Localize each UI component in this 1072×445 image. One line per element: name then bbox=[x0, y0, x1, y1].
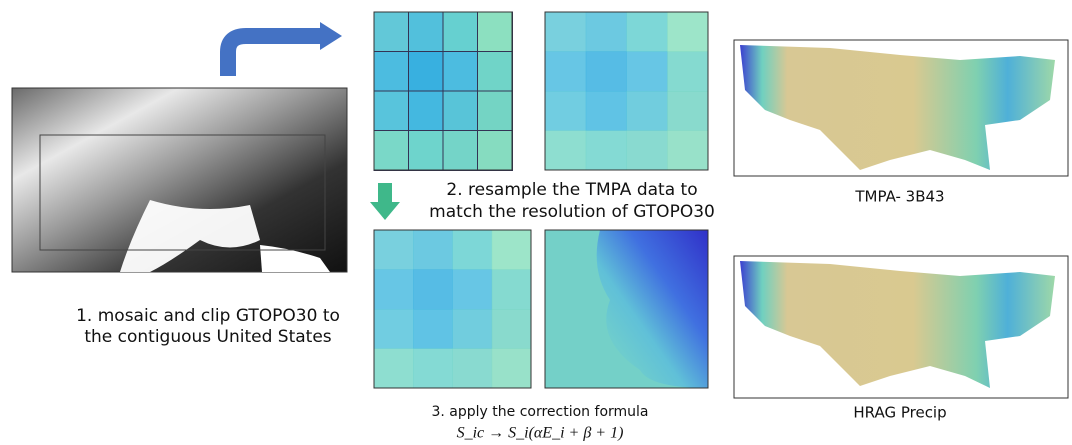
grid-cell bbox=[626, 91, 668, 131]
grid-cell bbox=[585, 12, 627, 52]
down-arrow bbox=[378, 183, 392, 203]
grid-cell bbox=[408, 11, 444, 53]
grid-cell bbox=[477, 11, 513, 53]
grid-cell bbox=[442, 130, 479, 171]
ocean bbox=[120, 200, 260, 272]
grid-cell bbox=[408, 90, 444, 132]
formula: S_ic → S_i(αE_i + β + 1) bbox=[457, 425, 624, 442]
map-label: TMPA- 3B43 bbox=[854, 188, 944, 206]
ocean bbox=[260, 245, 330, 272]
grid-cell bbox=[442, 11, 479, 53]
grid-cell bbox=[545, 51, 587, 92]
tmpa-map bbox=[733, 39, 1069, 177]
grid-cell bbox=[408, 130, 444, 171]
tmpa-grid bbox=[373, 11, 513, 171]
grid-cell bbox=[374, 269, 414, 310]
frame bbox=[373, 11, 513, 171]
grid-cell bbox=[373, 51, 410, 92]
grid-cell bbox=[491, 309, 532, 349]
grid-cell bbox=[373, 11, 410, 53]
grid-cell bbox=[452, 309, 493, 349]
grid-cell bbox=[408, 51, 444, 92]
grid-cell bbox=[491, 269, 532, 310]
grid-cell bbox=[477, 90, 513, 132]
grid-cell bbox=[477, 51, 513, 92]
hrag-map bbox=[733, 255, 1069, 399]
grid-cell bbox=[374, 230, 414, 270]
grid-cell bbox=[667, 130, 709, 171]
step-text: match the resolution of GTOPO30 bbox=[429, 202, 715, 222]
grid-cell bbox=[585, 130, 627, 171]
corrected-terrain bbox=[596, 230, 708, 388]
arrow-head bbox=[320, 22, 342, 50]
grid-cell bbox=[373, 90, 410, 132]
grid-cell bbox=[667, 12, 709, 52]
resampled-grid bbox=[544, 11, 709, 171]
grid-cell bbox=[373, 130, 410, 171]
grid-cell bbox=[374, 309, 414, 349]
grid-cell bbox=[545, 91, 587, 131]
grid-cell bbox=[452, 348, 493, 389]
grid-cell bbox=[413, 230, 453, 270]
step-text: 1. mosaic and clip GTOPO30 to bbox=[76, 306, 340, 326]
flow-arrow bbox=[220, 28, 322, 76]
grid-cell bbox=[626, 51, 668, 92]
grid-cell bbox=[452, 269, 493, 310]
grid-cell bbox=[413, 309, 453, 349]
grid-cell bbox=[413, 269, 453, 310]
grid-cell bbox=[667, 51, 709, 92]
frame bbox=[544, 229, 709, 389]
clip-box bbox=[39, 134, 326, 251]
grid-cell bbox=[626, 130, 668, 171]
grid-cell bbox=[491, 348, 532, 389]
step-text: the contiguous United States bbox=[84, 327, 331, 347]
grid-cell bbox=[413, 348, 453, 389]
down-arrow-head bbox=[370, 202, 400, 220]
step-text: 2. resample the TMPA data to bbox=[446, 180, 697, 200]
grid-cell bbox=[491, 230, 532, 270]
grid-cell bbox=[477, 130, 513, 171]
grid-cell bbox=[585, 51, 627, 92]
grid-cell bbox=[374, 348, 414, 389]
frame bbox=[544, 11, 709, 171]
grid-cell bbox=[442, 90, 479, 132]
step-text: 3. apply the correction formula bbox=[432, 404, 649, 420]
grid-cell bbox=[585, 91, 627, 131]
grid-cell bbox=[626, 12, 668, 52]
grid-cell bbox=[452, 230, 493, 270]
map-label: HRAG Precip bbox=[853, 404, 946, 422]
grid-cell bbox=[667, 91, 709, 131]
grid-cell bbox=[545, 12, 587, 52]
grid-cell bbox=[442, 51, 479, 92]
grid-cell bbox=[545, 130, 587, 171]
resampled-grid bbox=[373, 229, 532, 389]
frame bbox=[373, 229, 532, 389]
